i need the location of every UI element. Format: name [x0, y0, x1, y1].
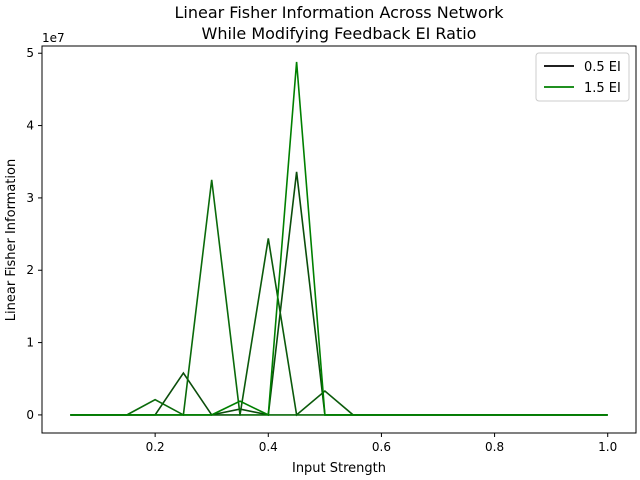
y-tick-label: 0 [26, 408, 34, 422]
y-tick-label: 2 [26, 263, 34, 277]
chart-subtitle: While Modifying Feedback EI Ratio [202, 24, 477, 43]
y-axis-label: Linear Fisher Information [4, 159, 19, 321]
series-layer [70, 61, 608, 417]
x-tick-label: 0.8 [485, 440, 504, 454]
x-tick-label: 0.4 [259, 440, 278, 454]
y-tick-label: 3 [26, 191, 34, 205]
legend-box [535, 52, 630, 102]
y-tick-label: 4 [26, 119, 34, 133]
legend-label-1-5-ei: 1.5 EI [584, 81, 621, 96]
y-multiplier-label: 1e7 [42, 31, 65, 45]
y-axis: 0 1 2 3 4 5 [26, 46, 42, 422]
y-tick-label: 5 [26, 46, 34, 60]
plot-frame [41, 45, 637, 434]
y-tick-label: 1 [26, 336, 34, 350]
legend: 0.5 EI 1.5 EI [535, 52, 630, 102]
chart-title: Linear Fisher Information Across Network [174, 3, 504, 22]
series-line-4 [70, 61, 608, 417]
x-tick-label: 1.0 [598, 440, 617, 454]
x-tick-label: 0.6 [372, 440, 391, 454]
x-tick-label: 0.2 [146, 440, 165, 454]
x-axis-label: Input Strength [292, 461, 386, 476]
x-axis: 0.2 0.4 0.6 0.8 1.0 [146, 433, 617, 454]
legend-label-0-5-ei: 0.5 EI [584, 60, 621, 75]
